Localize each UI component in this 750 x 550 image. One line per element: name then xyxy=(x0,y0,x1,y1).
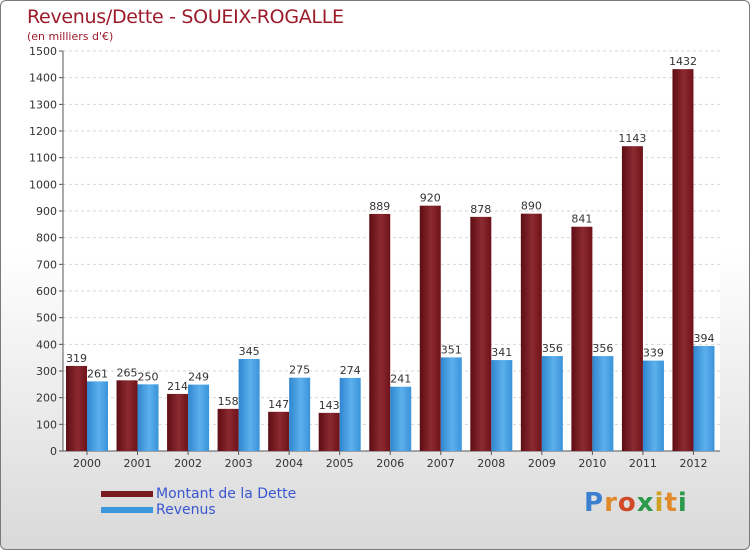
logo-letter: P xyxy=(584,488,605,518)
y-tick-label: 800 xyxy=(36,232,57,245)
bar-dette xyxy=(520,213,542,451)
y-tick-label: 1400 xyxy=(29,72,57,85)
x-tick-label: 2004 xyxy=(275,457,303,470)
logo-letter: o xyxy=(617,488,637,518)
x-tick-label: 2005 xyxy=(326,457,354,470)
data-label: 339 xyxy=(643,347,664,360)
data-label: 1432 xyxy=(669,55,697,68)
bar-revenus xyxy=(339,377,361,451)
bar-revenus xyxy=(137,384,159,451)
bar-revenus xyxy=(541,356,563,451)
bar-revenus xyxy=(188,384,210,451)
y-tick-label: 1100 xyxy=(29,152,57,165)
data-label: 249 xyxy=(188,371,209,384)
data-label: 920 xyxy=(420,192,441,205)
legend-label-revenus: Revenus xyxy=(156,502,216,518)
logo-letter: t xyxy=(664,488,678,518)
x-tick-label: 2009 xyxy=(528,457,556,470)
bar-revenus xyxy=(642,360,664,451)
proxiti-logo: Proxiti xyxy=(584,488,688,518)
x-tick-label: 2010 xyxy=(578,457,606,470)
chart-title: Revenus/Dette - SOUEIX-ROGALLE xyxy=(27,6,344,28)
y-tick-label: 1200 xyxy=(29,125,57,138)
y-tick-label: 300 xyxy=(36,365,57,378)
bar-dette xyxy=(217,408,239,451)
data-label: 214 xyxy=(167,380,188,393)
bar-revenus xyxy=(87,381,108,451)
y-tick-label: 500 xyxy=(36,312,57,325)
data-label: 394 xyxy=(693,332,714,345)
data-label: 345 xyxy=(239,345,260,358)
logo-letter: i xyxy=(654,488,665,518)
x-tick-label: 2000 xyxy=(73,457,101,470)
bar-dette xyxy=(470,216,492,451)
x-tick-label: 2002 xyxy=(174,457,202,470)
data-label: 261 xyxy=(87,367,108,380)
bar-dette xyxy=(116,380,138,451)
bar-dette xyxy=(167,393,189,451)
bar-revenus xyxy=(440,357,462,451)
y-tick-label: 200 xyxy=(36,392,57,405)
data-label: 265 xyxy=(117,366,138,379)
data-label: 274 xyxy=(340,364,361,377)
y-tick-label: 1500 xyxy=(29,45,57,58)
y-tick-label: 900 xyxy=(36,205,57,218)
bar-revenus xyxy=(491,360,513,451)
legend-label-dette: Montant de la Dette xyxy=(156,486,297,502)
y-tick-label: 100 xyxy=(36,418,57,431)
y-tick-label: 1300 xyxy=(29,98,57,111)
data-label: 356 xyxy=(592,342,613,355)
bar-revenus xyxy=(592,356,614,451)
bar-revenus xyxy=(289,377,311,451)
x-tick-label: 2008 xyxy=(477,457,505,470)
y-tick-label: 700 xyxy=(36,258,57,271)
bar-dette xyxy=(672,69,694,451)
x-tick-label: 2001 xyxy=(124,457,152,470)
logo-letter: i xyxy=(677,488,688,518)
data-label: 878 xyxy=(470,203,491,216)
y-tick-label: 0 xyxy=(50,445,57,458)
chart-subtitle: (en milliers d'€) xyxy=(27,30,114,43)
x-tick-label: 2003 xyxy=(225,457,253,470)
data-label: 143 xyxy=(319,399,340,412)
x-tick-label: 2007 xyxy=(427,457,455,470)
y-tick-label: 1000 xyxy=(29,178,57,191)
data-label: 241 xyxy=(390,373,411,386)
bar-revenus xyxy=(390,386,412,451)
bar-dette xyxy=(66,365,87,451)
data-label: 275 xyxy=(289,364,310,377)
bar-revenus xyxy=(693,345,715,451)
legend-swatch-dette xyxy=(101,491,153,497)
logo-letter: x xyxy=(636,488,655,518)
x-tick-label: 2011 xyxy=(629,457,657,470)
bar-dette xyxy=(621,146,643,451)
data-label: 841 xyxy=(571,213,592,226)
bar-dette xyxy=(318,412,340,451)
bar-dette xyxy=(369,213,391,451)
data-label: 356 xyxy=(542,342,563,355)
data-label: 889 xyxy=(369,200,390,213)
y-tick-label: 400 xyxy=(36,338,57,351)
x-tick-label: 2006 xyxy=(376,457,404,470)
data-label: 890 xyxy=(521,200,542,213)
logo-letter: r xyxy=(604,488,618,518)
data-label: 351 xyxy=(441,343,462,356)
bar-dette xyxy=(571,226,593,451)
data-label: 250 xyxy=(138,370,159,383)
data-label: 158 xyxy=(218,395,239,408)
bar-dette xyxy=(268,411,290,451)
data-label: 319 xyxy=(66,352,87,365)
y-tick-label: 600 xyxy=(36,285,57,298)
data-label: 341 xyxy=(491,346,512,359)
x-tick-label: 2012 xyxy=(679,457,707,470)
legend-swatch-revenus xyxy=(101,507,153,513)
bar-revenus xyxy=(238,359,260,451)
data-label: 1143 xyxy=(618,132,646,145)
data-label: 147 xyxy=(268,398,289,411)
bar-dette xyxy=(419,205,441,451)
